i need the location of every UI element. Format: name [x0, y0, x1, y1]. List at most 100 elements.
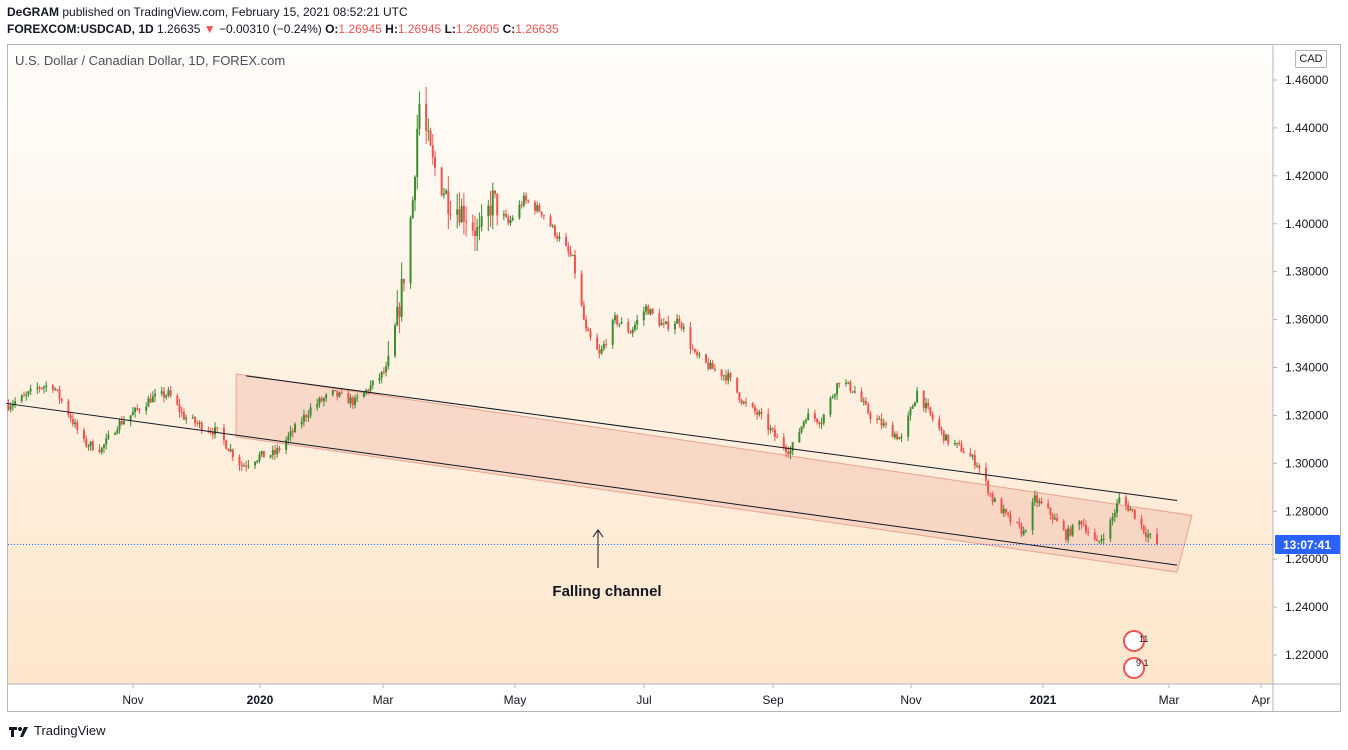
- candle-body: [1002, 508, 1005, 514]
- candle-body: [693, 349, 696, 352]
- candle-body: [1049, 507, 1052, 515]
- candle-body: [178, 404, 181, 412]
- close-label: C:: [502, 22, 516, 36]
- candle-body: [907, 415, 910, 437]
- event-count-1: 11: [1139, 634, 1148, 644]
- candle-body: [42, 386, 45, 389]
- candle-body: [658, 313, 661, 326]
- candle-body: [1147, 534, 1150, 538]
- candle-body: [725, 375, 728, 381]
- x-tick-label: 2021: [1030, 693, 1057, 707]
- candle-body: [818, 422, 821, 424]
- candle-body: [418, 103, 421, 129]
- candle-body: [585, 319, 588, 329]
- candle-body: [909, 408, 912, 416]
- candle-body: [787, 451, 790, 455]
- candle-body: [971, 455, 974, 457]
- candle-body: [836, 383, 839, 395]
- candle-body: [1127, 504, 1130, 511]
- candle-body: [911, 406, 914, 409]
- candle-body: [14, 401, 17, 405]
- candle-body: [611, 320, 614, 345]
- candle-body: [567, 245, 570, 252]
- candle-body: [371, 380, 374, 386]
- candle-body: [922, 390, 925, 409]
- candle-body: [876, 418, 879, 420]
- candle-body: [222, 427, 225, 441]
- candle-body: [665, 321, 668, 324]
- candle-body: [185, 417, 188, 420]
- canada-flag-icon[interactable]: [1123, 630, 1145, 652]
- candle-body: [1056, 517, 1059, 522]
- candle-body: [1131, 508, 1134, 510]
- candle-body: [491, 190, 494, 216]
- candle-body: [738, 392, 741, 400]
- x-tick-label: May: [504, 693, 527, 707]
- candle-body: [598, 349, 601, 354]
- candle-body: [1071, 524, 1074, 536]
- candle-body: [67, 401, 70, 416]
- channel-fill[interactable]: [235, 373, 1193, 573]
- candle-body: [1133, 509, 1136, 519]
- high-value: 1.26945: [397, 22, 442, 36]
- candle-body: [231, 449, 234, 458]
- candle-body: [465, 221, 468, 223]
- channel-upper-line[interactable]: [246, 375, 1178, 501]
- candle-body: [471, 222, 474, 231]
- candle-body: [278, 448, 281, 450]
- candle-body: [476, 227, 479, 236]
- publisher-name: DeGRAM: [7, 5, 60, 19]
- candle-body: [362, 392, 365, 398]
- candle-body: [680, 323, 683, 329]
- candle-body: [433, 157, 436, 168]
- candle-body: [176, 395, 179, 405]
- candle-body: [318, 398, 321, 404]
- y-tick-label: 1.46000: [1285, 73, 1329, 87]
- candle-body: [325, 394, 328, 399]
- y-tick-label: 1.32000: [1285, 408, 1329, 422]
- candle-body: [396, 306, 399, 326]
- candle-body: [378, 377, 381, 381]
- candle-body: [271, 450, 274, 456]
- candle-body: [129, 415, 132, 422]
- candle-body: [580, 273, 583, 306]
- candle-body: [878, 418, 881, 420]
- candle-body: [369, 385, 372, 392]
- candle-body: [71, 418, 74, 425]
- candle-body: [1084, 525, 1087, 533]
- candle-body: [505, 213, 508, 217]
- candle-body: [896, 434, 899, 440]
- candle-body: [973, 455, 976, 466]
- candle-body: [1080, 521, 1083, 525]
- candle-body: [647, 306, 650, 315]
- candle-body: [538, 205, 541, 212]
- candle-body: [487, 205, 490, 217]
- candle-body: [56, 389, 59, 391]
- candle-body: [938, 419, 941, 429]
- event-count-2: 9 1: [1136, 658, 1149, 668]
- candle-body: [802, 421, 805, 427]
- currency-button[interactable]: CAD: [1295, 50, 1327, 68]
- candle-body: [602, 344, 605, 349]
- up-arrow-icon: [592, 529, 604, 538]
- candle-body: [409, 218, 412, 284]
- candle-body: [773, 429, 776, 437]
- candle-body: [74, 422, 77, 425]
- candle-body: [525, 195, 528, 201]
- candle-body: [1038, 501, 1041, 503]
- candle-body: [114, 433, 117, 435]
- candle-body: [849, 382, 852, 392]
- candle-body: [969, 453, 972, 457]
- candle-body: [820, 423, 823, 425]
- candle-body: [285, 440, 288, 450]
- event-markers[interactable]: 11 9 1: [1123, 630, 1149, 679]
- footer-brand[interactable]: TradingView: [8, 723, 106, 738]
- candle-body: [978, 465, 981, 469]
- long-trendline[interactable]: [6, 402, 1178, 566]
- chart-frame[interactable]: [7, 44, 1341, 712]
- candle-body: [447, 190, 450, 215]
- candle-body: [411, 200, 414, 219]
- candle-body: [807, 413, 810, 421]
- us-flag-icon[interactable]: [1123, 657, 1145, 679]
